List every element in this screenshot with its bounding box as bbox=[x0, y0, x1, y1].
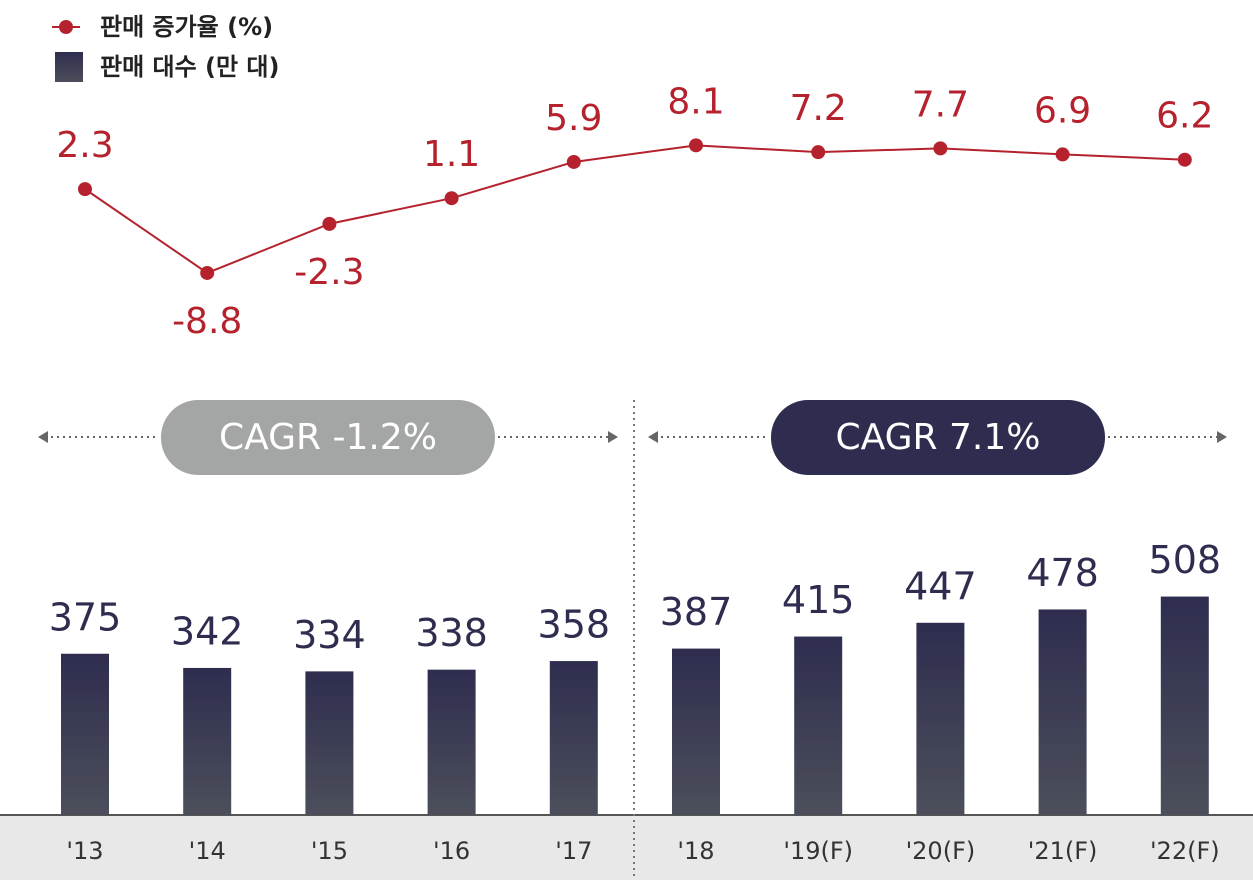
cagr-pill bbox=[161, 400, 495, 475]
legend-label: 판매 대수 (만 대) bbox=[100, 53, 279, 81]
line-point bbox=[811, 145, 826, 160]
x-tick-label: '17 bbox=[555, 837, 592, 865]
line-value-label: -2.3 bbox=[294, 252, 364, 293]
line-value-label: 6.9 bbox=[1034, 90, 1091, 131]
line-point bbox=[444, 191, 459, 206]
line bbox=[84, 144, 1185, 275]
bar bbox=[183, 667, 232, 815]
x-tick-label: '19(F) bbox=[783, 837, 853, 865]
x-tick-label: '16 bbox=[433, 837, 470, 865]
x-tick-label: '14 bbox=[189, 837, 226, 865]
bar bbox=[549, 661, 598, 815]
annotation: CAGR -1.2% bbox=[219, 417, 437, 458]
annotation: CAGR 7.1% bbox=[836, 417, 1041, 458]
bar-value-label: 415 bbox=[782, 578, 855, 622]
line-value-label: 2.3 bbox=[56, 125, 113, 166]
cagr-pill bbox=[771, 400, 1105, 475]
bar bbox=[916, 622, 965, 815]
line-value-label: 5.9 bbox=[545, 98, 602, 139]
bar bbox=[1160, 596, 1209, 815]
bar bbox=[794, 636, 843, 815]
x-tick-label: '22(F) bbox=[1150, 837, 1220, 865]
line-value-label: 8.1 bbox=[667, 81, 724, 122]
line-point bbox=[689, 138, 703, 153]
bar-value-label: 508 bbox=[1149, 538, 1222, 582]
x-tick-label: '13 bbox=[66, 837, 103, 865]
bar bbox=[427, 669, 476, 815]
legend-swatch bbox=[55, 52, 83, 82]
line-point bbox=[933, 141, 948, 156]
bar-value-label: 375 bbox=[49, 595, 122, 639]
legend-label: 판매 증가율 (%) bbox=[100, 13, 273, 41]
x-tick-label: '21(F) bbox=[1028, 837, 1098, 865]
line-value-label: -8.8 bbox=[172, 301, 242, 342]
line-point bbox=[322, 216, 337, 231]
line-point bbox=[200, 265, 215, 280]
line-value-label: 6.2 bbox=[1156, 96, 1213, 137]
line-point bbox=[78, 182, 92, 197]
line-point bbox=[566, 154, 581, 169]
x-tick-label: '18 bbox=[677, 837, 714, 865]
bar bbox=[305, 671, 354, 815]
bar-value-label: 334 bbox=[293, 613, 366, 657]
bar-value-label: 447 bbox=[904, 564, 977, 608]
bar-value-label: 387 bbox=[660, 590, 733, 634]
bar-value-label: 478 bbox=[1026, 551, 1099, 595]
bar-value-label: 358 bbox=[538, 603, 611, 647]
line-point bbox=[1055, 147, 1070, 162]
line-value-label: 7.7 bbox=[912, 84, 969, 125]
bar bbox=[1038, 609, 1087, 815]
axis-band bbox=[0, 815, 1253, 880]
line-value-label: 1.1 bbox=[423, 134, 480, 175]
bar bbox=[61, 653, 109, 815]
legend-dot bbox=[59, 20, 73, 34]
x-tick-label: '15 bbox=[311, 837, 348, 865]
line-point bbox=[1177, 152, 1192, 167]
bar bbox=[672, 648, 720, 815]
line-value-label: 7.2 bbox=[790, 88, 847, 129]
bar-value-label: 338 bbox=[415, 611, 488, 655]
bar-value-label: 342 bbox=[171, 609, 244, 653]
arrow-heads bbox=[38, 431, 1227, 443]
x-tick-label: '20(F) bbox=[906, 837, 976, 865]
